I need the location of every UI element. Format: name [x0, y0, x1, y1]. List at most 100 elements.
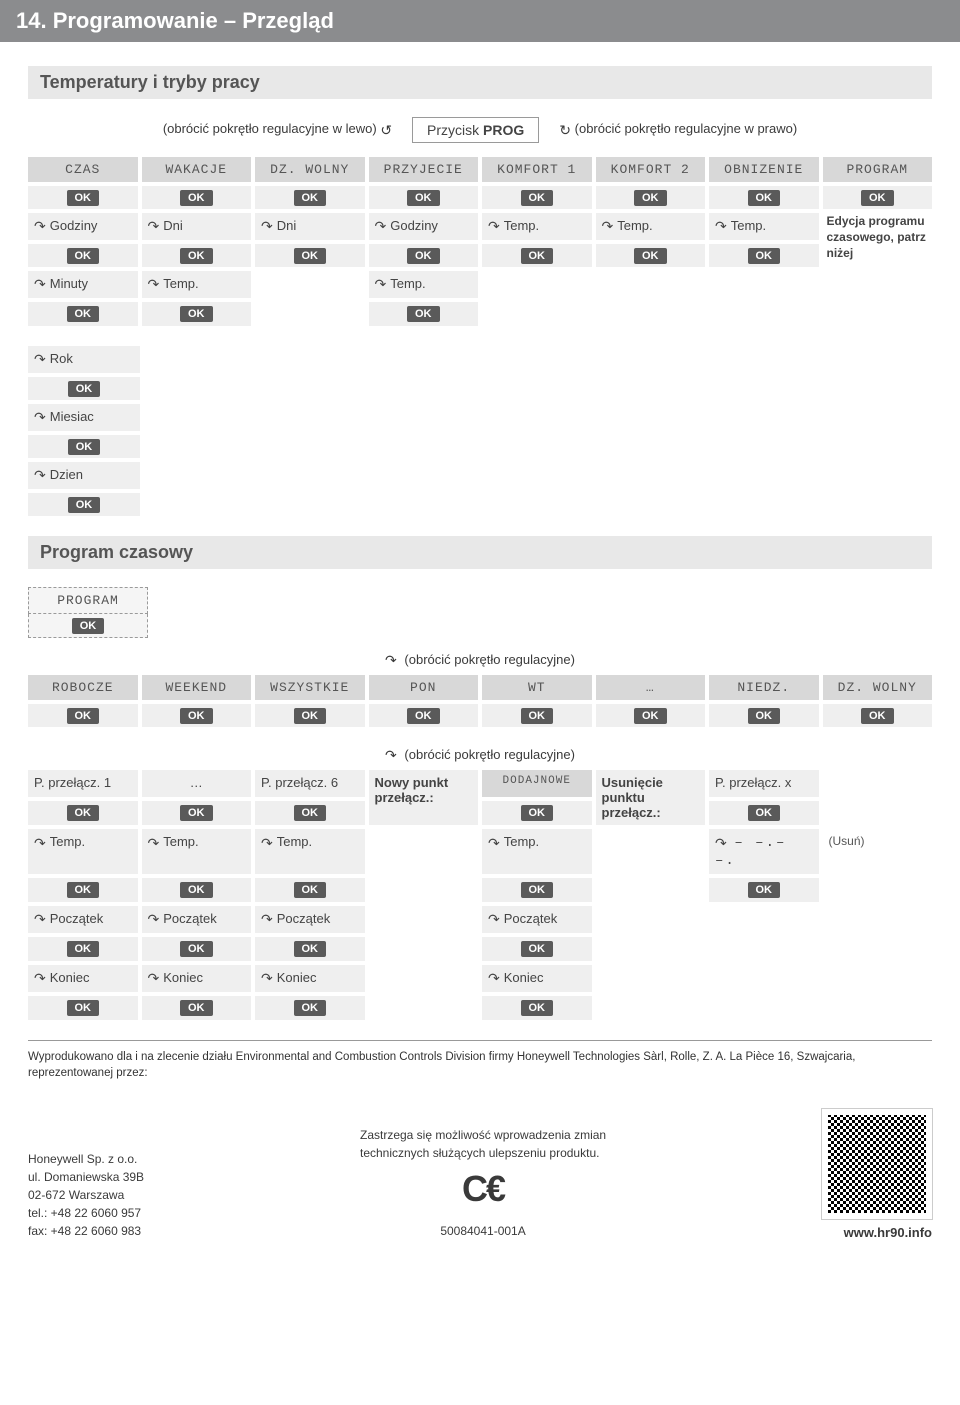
note-right: (obrócić pokrętło regulacyjne w prawo): [575, 121, 798, 136]
section-program: Program czasowy: [28, 536, 932, 569]
label: Koniec: [277, 970, 317, 985]
ok: OK: [28, 186, 138, 209]
empty: [596, 302, 706, 326]
rotate-icon: ↷: [261, 911, 273, 928]
rotate-icon: ↷: [488, 218, 500, 235]
val-dash: ↷ – –.– –.: [709, 829, 819, 873]
label: Rok: [50, 351, 73, 366]
note-left: (obrócić pokrętło regulacyjne w lewo): [163, 121, 377, 136]
footer-text: Wyprodukowano dla i na zlecenie działu E…: [28, 1040, 932, 1081]
ok: OK: [482, 996, 592, 1020]
ok-badge: OK: [748, 882, 781, 898]
prog-bold: PROG: [483, 122, 524, 138]
ok-badge: OK: [67, 1000, 100, 1016]
label: Temp.: [163, 276, 198, 291]
val-dzien: ↷Dzien: [28, 462, 140, 489]
ok-badge: OK: [180, 248, 213, 264]
hdr-przyjecie: PRZYJECIE: [369, 157, 479, 182]
ok: OK: [142, 937, 252, 961]
doc-id: 50084041-001A: [360, 1222, 606, 1240]
ok: OK: [709, 244, 819, 267]
val-godziny: ↷Godziny: [369, 213, 479, 240]
val-koniec: ↷Koniec: [142, 965, 252, 992]
empty: [596, 906, 706, 933]
empty: [596, 878, 706, 902]
ok: OK: [482, 244, 592, 267]
addr-line: 02-672 Warszawa: [28, 1186, 144, 1204]
cw-icon: ↻: [559, 122, 571, 139]
top-instructions: (obrócić pokrętło regulacyjne w lewo) ↺ …: [28, 117, 932, 143]
empty: [823, 878, 933, 902]
label: Temp.: [390, 276, 425, 291]
label: Godziny: [390, 218, 438, 233]
empty: [596, 937, 706, 961]
val-dni: ↷Dni: [142, 213, 252, 240]
label: Temp.: [617, 218, 652, 233]
ok-badge: OK: [67, 306, 100, 322]
hdr-czas: CZAS: [28, 157, 138, 182]
label: Początek: [277, 911, 330, 926]
rotate-note2: ↷ (obrócić pokrętło regulacyjne): [28, 747, 932, 764]
label: Koniec: [163, 970, 203, 985]
rotate-icon: ↷: [148, 835, 160, 852]
ok: OK: [28, 878, 138, 902]
label: Temp.: [504, 218, 539, 233]
ok-badge: OK: [748, 248, 781, 264]
ok-badge: OK: [67, 882, 100, 898]
address-block: Honeywell Sp. z o.o. ul. Domaniewska 39B…: [28, 1150, 144, 1240]
footer-row: Honeywell Sp. z o.o. ul. Domaniewska 39B…: [28, 1109, 932, 1240]
ok-badge: OK: [294, 708, 327, 724]
page-title: 14. Programowanie – Przegląd: [0, 0, 960, 42]
ok-badge: OK: [634, 190, 667, 206]
rotate-icon: ↷: [148, 911, 160, 928]
ok-badge: OK: [521, 708, 554, 724]
ok: OK: [255, 244, 365, 267]
ok: OK: [482, 801, 592, 826]
rotate-icon: ↷: [385, 747, 397, 764]
ok: OK: [142, 302, 252, 326]
rotate-icon: ↷: [488, 911, 500, 928]
hdr-wszystkie: WSZYSTKIE: [255, 675, 365, 700]
rotate-icon: ↷: [488, 835, 500, 852]
ok-badge: OK: [294, 805, 327, 821]
rotate-icon: ↷: [34, 409, 46, 426]
ok-badge: OK: [861, 708, 894, 724]
dodajnowe: DODAJNOWE: [482, 770, 592, 797]
side-note: Edycja programu czasowego, patrz niżej: [823, 213, 933, 298]
ok: OK: [142, 878, 252, 902]
ok-badge: OK: [294, 1000, 327, 1016]
addr-line: ul. Domaniewska 39B: [28, 1168, 144, 1186]
label: (obrócić pokrętło regulacyjne): [404, 747, 575, 762]
switchpoints-grid: P. przełącz. 1 … P. przełącz. 6 Nowy pun…: [28, 770, 932, 1019]
ok: OK: [369, 186, 479, 209]
empty: [709, 937, 819, 961]
ok: OK: [369, 302, 479, 326]
val-koniec: ↷Koniec: [255, 965, 365, 992]
ok: OK: [369, 704, 479, 727]
qr-code-icon: [822, 1109, 932, 1219]
ok-badge: OK: [407, 708, 440, 724]
label: Dzien: [50, 467, 83, 482]
val-temp: ↷ Temp.: [482, 213, 592, 240]
ok: OK: [482, 937, 592, 961]
delete-switch: Usunięcie punktu przełącz.:: [596, 770, 706, 825]
hdr-wt: WT: [482, 675, 592, 700]
rotate-icon: ↷: [148, 276, 160, 293]
val-temp: ↷Temp.: [255, 829, 365, 873]
empty: [823, 996, 933, 1020]
val-miesiac: ↷Miesiac: [28, 404, 140, 431]
hdr-weekend: WEEKEND: [142, 675, 252, 700]
empty: [709, 302, 819, 326]
ok: OK: [28, 435, 140, 458]
empty: [596, 829, 706, 873]
val-koniec: ↷Koniec: [482, 965, 592, 992]
sw6: P. przełącz. 6: [255, 770, 365, 797]
label: Temp.: [504, 834, 539, 849]
val-temp: ↷Temp.: [142, 829, 252, 873]
rotate-icon: ↷: [148, 218, 160, 235]
empty: [709, 271, 819, 298]
val-temp: ↷Temp.: [709, 213, 819, 240]
url: www.hr90.info: [822, 1225, 932, 1240]
rotate-icon: ↷: [375, 276, 387, 293]
hdr-dzwolny: DZ. WOLNY: [255, 157, 365, 182]
